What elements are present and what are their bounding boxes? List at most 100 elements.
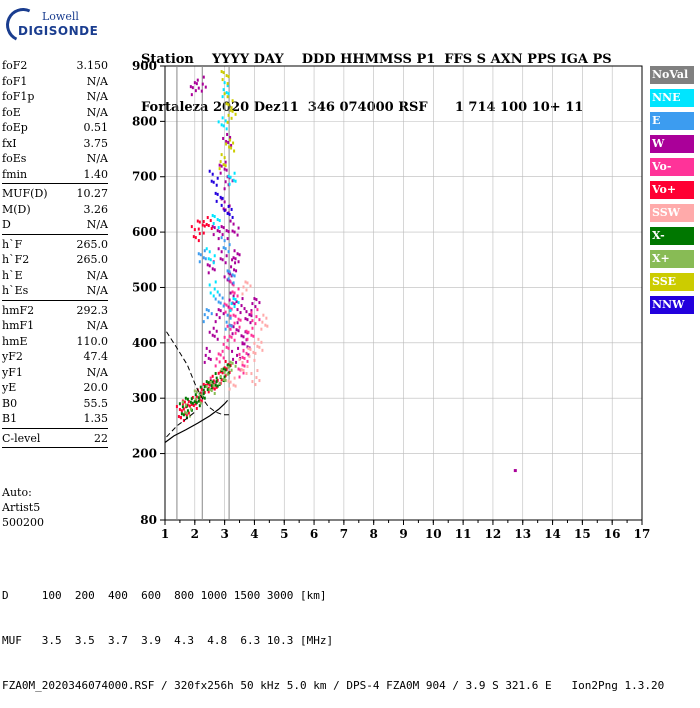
echo-point-nne — [212, 222, 215, 226]
echo-point-e — [197, 252, 200, 256]
echo-point-vo — [205, 223, 208, 227]
echo-point-sse — [223, 156, 226, 160]
echo-point-w — [236, 321, 239, 325]
echo-point-vo — [179, 416, 182, 420]
echo-point-vo — [230, 335, 233, 339]
y-tick-label: 500 — [132, 280, 157, 294]
echo-point-x — [226, 363, 229, 367]
echo-point-w — [208, 264, 211, 268]
echo-point-x — [214, 372, 217, 376]
param-value: N/A — [86, 105, 108, 119]
echo-point-x — [184, 396, 187, 400]
echo-point-x — [199, 385, 202, 389]
echo-point-e — [203, 313, 206, 317]
x-tick-label: 12 — [485, 527, 502, 541]
param-value: N/A — [86, 268, 108, 282]
echo-point-e — [224, 327, 227, 331]
echo-point-e — [206, 316, 209, 320]
ionogram-plot: 1 2 3 4 5 6 7 8 9 10 11 12 13 14 15 16 17802003004005006… — [132, 59, 650, 541]
echo-point-w — [216, 337, 219, 341]
echo-point-w — [237, 329, 240, 333]
echo-point-w — [241, 341, 244, 345]
echo-point-vo — [238, 375, 241, 379]
echo-point-nne — [232, 297, 235, 301]
echo-point-vo — [250, 333, 253, 337]
echo-point-vo — [194, 236, 197, 240]
param-key: yF1 — [2, 365, 23, 379]
echo-point-ssw — [246, 281, 249, 285]
param-value: 1.40 — [83, 167, 109, 181]
echo-point-w — [235, 300, 238, 304]
echo-point-w — [213, 334, 216, 338]
y-tick-label: 700 — [132, 170, 157, 184]
echo-point-ssw — [228, 387, 231, 391]
echo-point-e — [231, 273, 234, 277]
echo-point-w — [234, 261, 237, 265]
y-tick-label: 800 — [132, 114, 157, 128]
echo-point-w — [244, 317, 247, 321]
echo-point-nne — [233, 305, 236, 309]
echo-point-vo — [202, 382, 205, 386]
echo-point-nne — [227, 92, 230, 96]
echo-point-x — [219, 374, 222, 378]
echo-point-ssw — [245, 288, 248, 292]
echo-point-e — [226, 269, 229, 273]
echo-point-w — [206, 263, 209, 267]
param-row: h`F 265.0 — [2, 237, 108, 253]
echo-point-e — [204, 257, 207, 261]
param-key: fmin — [2, 167, 28, 181]
echo-point-sse — [234, 112, 237, 116]
echo-point-ssw — [254, 351, 257, 355]
param-value: N/A — [86, 152, 108, 165]
echo-point-nne — [218, 219, 221, 223]
param-key: yF2 — [2, 350, 23, 363]
echo-point-vo — [215, 357, 218, 361]
echo-point-vo — [190, 402, 193, 406]
echo-point-vo — [242, 371, 245, 375]
auto-scaling-info: Auto: Artist5 500200 — [2, 485, 44, 530]
echo-point-vo — [251, 319, 254, 323]
echo-point-nnw — [216, 176, 219, 180]
echo-point-w — [222, 226, 225, 230]
echo-point-w — [194, 89, 197, 93]
param-row: C-level 22 — [2, 431, 108, 447]
echo-point-vo — [231, 290, 234, 294]
echo-point-x — [199, 401, 202, 405]
legend-item-noval: NoVal — [650, 66, 694, 84]
param-key: D — [2, 218, 11, 231]
echo-point-vo — [198, 220, 201, 224]
header-labels: Station YYYY DAY DDD HHMMSS P1 FFS S AXN… — [141, 52, 612, 67]
echo-point-vo — [197, 239, 200, 243]
echo-point-ssw — [238, 357, 241, 361]
param-value: 3.150 — [76, 59, 109, 72]
echo-point-e — [217, 300, 220, 304]
echo-point-w — [224, 180, 227, 184]
param-row: foEp 0.51 — [2, 120, 108, 136]
echo-point-vo — [207, 224, 210, 228]
echo-point-vo — [229, 327, 232, 331]
echo-point-nne — [213, 215, 216, 219]
x-tick-label: 10 — [425, 527, 442, 541]
echo-point-vo — [229, 314, 232, 318]
echo-point-nne — [220, 123, 223, 127]
echo-point-w — [189, 85, 192, 89]
echo-point-vo — [180, 409, 183, 413]
echo-point-w — [196, 78, 199, 82]
echo-point-x — [189, 400, 192, 404]
echo-point-nne — [208, 283, 211, 287]
echo-point-vo — [194, 402, 197, 406]
echo-point-w — [205, 346, 208, 350]
echo-point-x — [218, 381, 221, 385]
echo-point-e — [228, 270, 231, 274]
echo-point-vo — [224, 359, 227, 363]
echo-point-e — [203, 249, 206, 253]
echo-point-vo — [178, 408, 181, 412]
echo-point-vo — [233, 338, 236, 342]
echo-point-sse — [227, 113, 230, 117]
echo-point-w — [211, 333, 214, 337]
echo-point-vo — [206, 216, 209, 220]
echo-point-nne — [217, 226, 220, 230]
echo-point-nne — [233, 171, 236, 175]
echo-point-vo — [182, 407, 185, 411]
echo-point-w — [223, 200, 226, 204]
